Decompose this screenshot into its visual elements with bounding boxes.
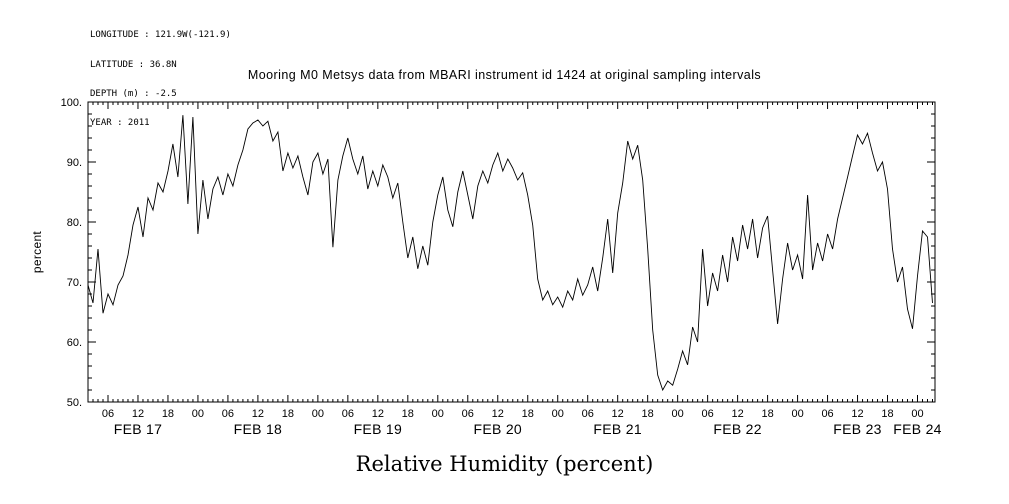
x-tick-label: 12 [492,408,504,420]
x-day-label: FEB 24 [893,421,942,437]
x-tick-label: 12 [851,408,863,420]
x-tick-label: 12 [132,408,144,420]
x-day-label: FEB 17 [114,421,163,437]
y-tick-label: 70. [67,277,82,289]
metadata-year: YEAR : 2011 [90,117,150,128]
humidity-series-line [87,115,933,392]
x-tick-label: 12 [372,408,384,420]
metadata-latitude: LATITUDE : 36.8N [90,59,177,70]
x-tick-label: 12 [731,408,743,420]
plot-title: Mooring M0 Metsys data from MBARI instru… [247,68,762,82]
x-tick-label: 00 [552,408,564,420]
y-axis-label: percent [30,230,44,274]
x-tick-label: 06 [102,408,114,420]
x-tick-label: 06 [821,408,833,420]
x-tick-label: 00 [432,408,444,420]
x-tick-label: 00 [791,408,803,420]
x-tick-label: 00 [672,408,684,420]
x-tick-label: 18 [522,408,534,420]
x-day-label: FEB 21 [593,421,642,437]
x-tick-label: 06 [582,408,594,420]
x-tick-label: 18 [282,408,294,420]
y-tick-label: 80. [67,217,82,229]
y-tick-label: 90. [67,157,82,169]
x-day-label: FEB 19 [354,421,403,437]
x-tick-label: 12 [612,408,624,420]
x-tick-label: 18 [761,408,773,420]
y-tick-label: 60. [67,337,82,349]
x-tick-label: 06 [222,408,234,420]
x-day-label: FEB 22 [713,421,762,437]
x-tick-label: 06 [462,408,474,420]
x-tick-label: 00 [192,408,204,420]
y-tick-label: 100. [61,97,82,109]
plot-frame [87,101,936,403]
x-day-label: FEB 20 [474,421,523,437]
x-tick-label: 18 [642,408,654,420]
x-tick-label: 06 [702,408,714,420]
metadata-longitude: LONGITUDE : 121.9W(-121.9) [90,30,231,41]
metadata-block: LONGITUDE : 121.9W(-121.9) LATITUDE : 36… [90,12,231,148]
metadata-depth: DEPTH (m) : -2.5 [90,88,177,99]
x-tick-label: 18 [162,408,174,420]
y-tick-label: 50. [67,397,82,409]
x-tick-label: 12 [252,408,264,420]
x-tick-label: 18 [402,408,414,420]
x-tick-label: 00 [911,408,923,420]
x-tick-label: 18 [881,408,893,420]
x-day-label: FEB 18 [234,421,283,437]
x-tick-label: 00 [312,408,324,420]
x-day-label: FEB 23 [833,421,882,437]
x-axis-caption: Relative Humidity (percent) [355,452,654,476]
x-tick-label: 06 [342,408,354,420]
